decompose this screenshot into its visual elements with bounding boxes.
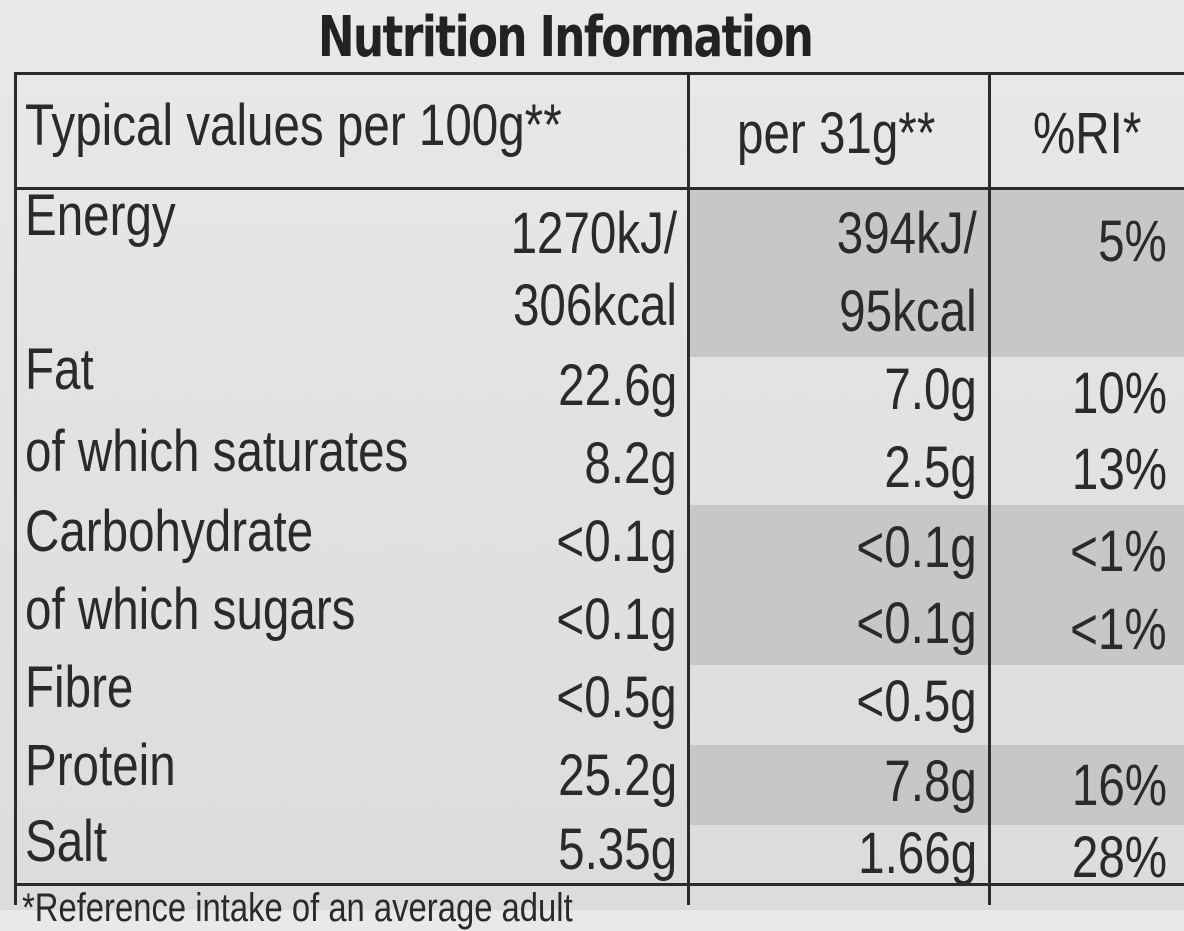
fibre-per100: <0.5g	[556, 665, 677, 730]
footnote: *Reference intake of an average adult	[22, 886, 573, 930]
salt-per100: 5.35g	[557, 817, 677, 882]
energy-portion-kcal: 95kcal	[839, 279, 977, 344]
saturates-portion: 2.5g	[884, 435, 977, 500]
energy-shade	[689, 187, 1184, 357]
protein-per100: 25.2g	[557, 743, 677, 808]
carbohydrate-ri: <1%	[1070, 519, 1167, 584]
row-label-protein: Protein	[25, 733, 176, 798]
header-divider	[17, 187, 1184, 190]
carbohydrate-shade	[689, 505, 1184, 665]
salt-ri: 28%	[1071, 825, 1167, 890]
fat-ri: 10%	[1071, 361, 1167, 426]
row-label-sugars: of which sugars	[25, 577, 356, 642]
column-divider-1	[687, 75, 690, 905]
sugars-portion: <0.1g	[856, 591, 977, 656]
sugars-ri: <1%	[1070, 597, 1167, 662]
row-label-fat: Fat	[25, 337, 94, 402]
protein-portion: 7.8g	[884, 749, 977, 814]
row-label-salt: Salt	[25, 809, 107, 874]
header-per100: Typical values per 100g**	[25, 93, 562, 158]
saturates-per100: 8.2g	[584, 431, 677, 496]
row-label-carbohydrate: Carbohydrate	[25, 499, 314, 564]
protein-ri: 16%	[1071, 753, 1167, 818]
saturates-ri: 13%	[1071, 437, 1167, 502]
energy-per100-kj: 1270kJ/	[510, 201, 677, 266]
row-label-fibre: Fibre	[25, 655, 134, 720]
salt-portion: 1.66g	[857, 821, 977, 886]
fibre-portion: <0.5g	[856, 669, 977, 734]
footer-divider	[17, 883, 1184, 886]
fat-per100: 22.6g	[557, 353, 677, 418]
header-per-portion: per 31g**	[737, 101, 936, 166]
energy-ri: 5%	[1098, 209, 1167, 274]
energy-portion-kj: 394kJ/	[836, 201, 977, 266]
protein-shade	[689, 745, 1184, 825]
row-label-saturates: of which saturates	[25, 419, 409, 484]
nutrition-table: Typical values per 100g** per 31g** %RI*…	[14, 72, 1184, 905]
row-label-energy: Energy	[25, 183, 176, 248]
page-title: Nutrition Information	[318, 5, 814, 70]
sugars-per100: <0.1g	[556, 587, 677, 652]
column-divider-2	[988, 75, 991, 905]
energy-per100-kcal: 306kcal	[513, 273, 677, 338]
carbohydrate-portion: <0.1g	[856, 515, 977, 580]
header-ri: %RI*	[1033, 101, 1142, 166]
carbohydrate-per100: <0.1g	[556, 509, 677, 574]
fat-portion: 7.0g	[884, 357, 977, 422]
